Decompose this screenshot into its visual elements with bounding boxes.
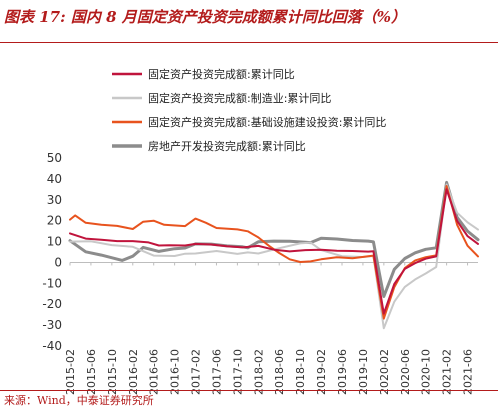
- x-tick-label: 2016-10: [169, 349, 182, 395]
- x-tick-label: 2015-02: [64, 349, 77, 395]
- y-tick-label: 20: [47, 214, 62, 228]
- title-underline: [0, 42, 498, 43]
- chart-title: 图表 17: 国内 8 月固定资产投资完成额累计同比回落（%）: [4, 8, 406, 26]
- x-tick-label: 2019-10: [357, 349, 370, 395]
- x-tick-label: 2018-06: [273, 349, 286, 395]
- x-tick-label: 2019-06: [336, 349, 349, 395]
- y-tick-label: -10: [42, 276, 62, 290]
- x-tick-label: 2021-02: [441, 349, 454, 395]
- x-tick-label: 2020-06: [399, 349, 412, 395]
- title-area: 图表 17: 国内 8 月固定资产投资完成额累计同比回落（%）: [0, 0, 498, 44]
- legend-label: 固定资产投资完成额:基础设施建设投资:累计同比: [148, 115, 386, 129]
- x-tick-label: 2017-06: [210, 349, 223, 395]
- y-tick-label: 50: [47, 151, 62, 165]
- legend-label: 固定资产投资完成额:制造业:累计同比: [148, 91, 331, 105]
- legend: 固定资产投资完成额:累计同比固定资产投资完成额:制造业:累计同比固定资产投资完成…: [112, 67, 386, 153]
- x-tick-label: 2021-06: [462, 349, 475, 395]
- source-rule: [0, 390, 498, 391]
- x-tick-label: 2018-10: [294, 349, 307, 395]
- series-layer: [68, 180, 480, 330]
- y-tick-label: -20: [42, 297, 62, 311]
- series-line-2: [69, 183, 479, 330]
- x-tick-label: 2017-02: [190, 349, 203, 395]
- x-tick-label: 2016-02: [127, 349, 140, 395]
- source-note: 来源：Wind，中泰证券研究所: [4, 394, 154, 407]
- series-line-3: [69, 185, 479, 320]
- y-tick-label: -40: [42, 339, 62, 353]
- x-tick-label: 2020-02: [378, 349, 391, 395]
- legend-label: 房地产开发投资完成额:累计同比: [148, 139, 306, 153]
- x-tick-label: 2019-02: [315, 349, 328, 395]
- x-tick-label: 2018-02: [252, 349, 265, 395]
- legend-label: 固定资产投资完成额:累计同比: [148, 67, 295, 81]
- series-line-1: [69, 188, 479, 315]
- x-tick-label: 2017-10: [231, 349, 244, 395]
- x-tick-label: 2015-10: [106, 349, 119, 395]
- x-tick-label: 2020-10: [420, 349, 433, 395]
- y-tick-label: 0: [54, 255, 62, 269]
- y-tick-label: 30: [47, 193, 62, 207]
- y-tick-label: 10: [47, 235, 62, 249]
- x-tick-label: 2016-06: [148, 349, 161, 395]
- series-line-4: [68, 180, 480, 298]
- y-tick-label: -30: [42, 318, 62, 332]
- x-tick-label: 2015-06: [85, 349, 98, 395]
- y-tick-label: 40: [47, 172, 62, 186]
